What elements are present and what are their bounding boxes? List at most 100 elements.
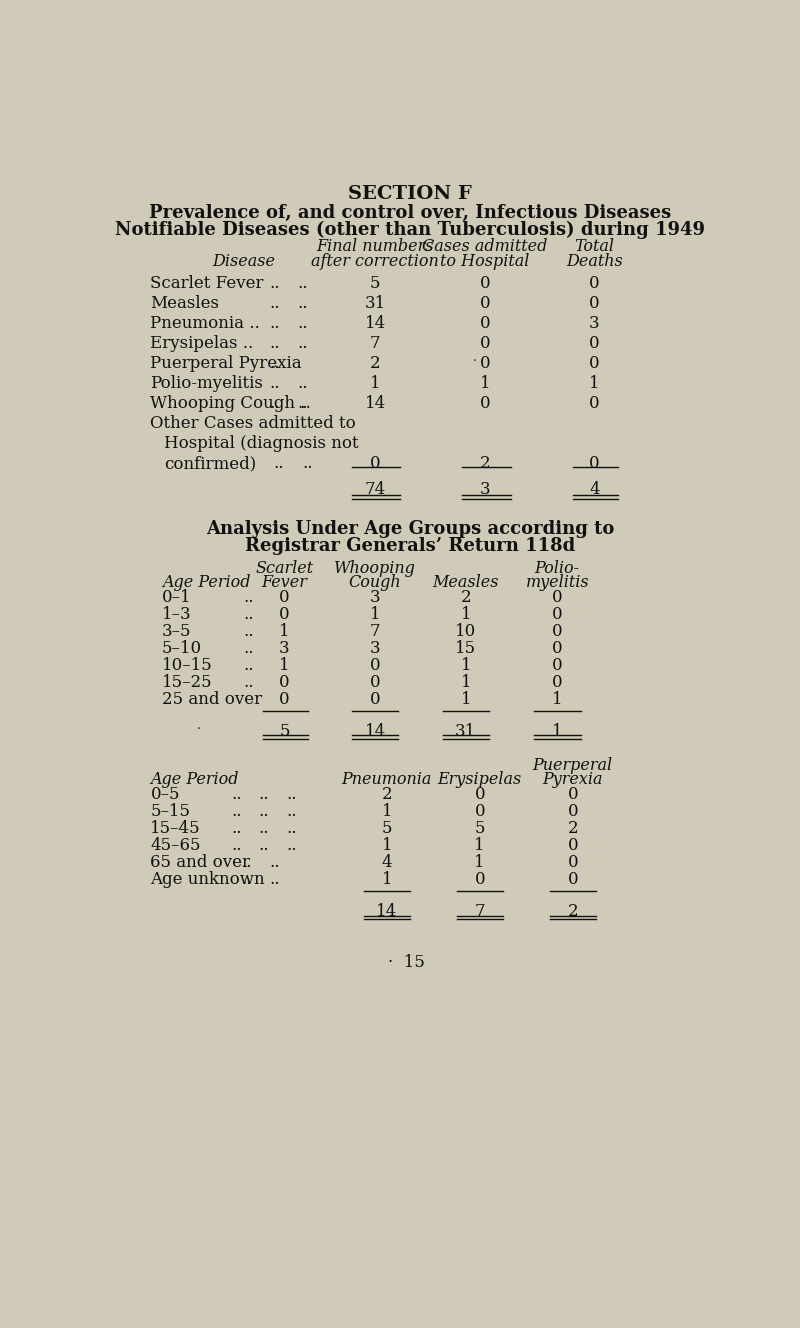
- Text: Scarlet: Scarlet: [255, 560, 314, 576]
- Text: ..: ..: [302, 456, 313, 471]
- Text: 14: 14: [365, 722, 386, 740]
- Text: 0: 0: [370, 456, 381, 471]
- Text: 0: 0: [552, 606, 562, 623]
- Text: 25 and over: 25 and over: [162, 691, 262, 708]
- Text: 1: 1: [382, 871, 392, 888]
- Text: 0–1: 0–1: [162, 590, 192, 606]
- Text: ..: ..: [269, 355, 279, 372]
- Text: ..: ..: [232, 819, 242, 837]
- Text: Prevalence of, and control over, Infectious Diseases: Prevalence of, and control over, Infecti…: [149, 205, 671, 222]
- Text: Notifiable Diseases (other than Tuberculosis) during 1949: Notifiable Diseases (other than Tubercul…: [115, 220, 705, 239]
- Text: 0: 0: [480, 295, 490, 312]
- Text: 14: 14: [376, 903, 398, 920]
- Text: ..: ..: [269, 275, 279, 292]
- Text: 1: 1: [589, 374, 600, 392]
- Text: SECTION F: SECTION F: [348, 185, 472, 203]
- Text: Pneumonia ..: Pneumonia ..: [150, 315, 260, 332]
- Text: ·: ·: [198, 722, 201, 736]
- Text: 0: 0: [552, 590, 562, 606]
- Text: ..: ..: [286, 819, 297, 837]
- Text: 1: 1: [370, 606, 381, 623]
- Text: 3: 3: [279, 640, 290, 657]
- Text: 1–3: 1–3: [162, 606, 192, 623]
- Text: Hospital (diagnosis not: Hospital (diagnosis not: [164, 436, 359, 452]
- Text: 0: 0: [589, 394, 600, 412]
- Text: 7: 7: [370, 623, 381, 640]
- Text: 31: 31: [365, 295, 386, 312]
- Text: ..: ..: [243, 673, 254, 691]
- Text: Fever: Fever: [262, 574, 307, 591]
- Text: 0: 0: [589, 295, 600, 312]
- Text: 5: 5: [370, 275, 380, 292]
- Text: 0: 0: [552, 657, 562, 673]
- Text: 0: 0: [474, 803, 485, 821]
- Text: 1: 1: [474, 837, 485, 854]
- Text: 1: 1: [461, 691, 471, 708]
- Text: 0: 0: [279, 590, 290, 606]
- Text: myelitis: myelitis: [526, 574, 589, 591]
- Text: 0: 0: [370, 691, 381, 708]
- Text: 1: 1: [370, 374, 381, 392]
- Text: 0: 0: [589, 275, 600, 292]
- Text: 0: 0: [480, 335, 490, 352]
- Text: 3: 3: [370, 590, 381, 606]
- Text: 7: 7: [370, 335, 381, 352]
- Text: 0: 0: [279, 673, 290, 691]
- Text: 0: 0: [370, 657, 381, 673]
- Text: 0: 0: [552, 640, 562, 657]
- Text: Pyrexia: Pyrexia: [542, 770, 603, 788]
- Text: Disease: Disease: [212, 254, 275, 271]
- Text: 0: 0: [567, 837, 578, 854]
- Text: ..: ..: [259, 786, 270, 803]
- Text: Measles: Measles: [433, 574, 499, 591]
- Text: 5: 5: [474, 819, 485, 837]
- Text: 3: 3: [589, 315, 600, 332]
- Text: ..: ..: [259, 803, 270, 821]
- Text: 0: 0: [589, 355, 600, 372]
- Text: Erysipelas: Erysipelas: [438, 770, 522, 788]
- Text: Registrar Generals’ Return 118d: Registrar Generals’ Return 118d: [245, 538, 575, 555]
- Text: 31: 31: [455, 722, 477, 740]
- Text: ..: ..: [269, 394, 279, 412]
- Text: 65 and over: 65 and over: [150, 854, 250, 871]
- Text: 2: 2: [567, 819, 578, 837]
- Text: ..: ..: [243, 640, 254, 657]
- Text: 2: 2: [461, 590, 471, 606]
- Text: ..: ..: [243, 623, 254, 640]
- Text: Final numbers: Final numbers: [316, 238, 434, 255]
- Text: ..: ..: [298, 374, 308, 392]
- Text: Other Cases admitted to: Other Cases admitted to: [150, 414, 356, 432]
- Text: 3: 3: [370, 640, 381, 657]
- Text: 45–65: 45–65: [150, 837, 201, 854]
- Text: ..: ..: [286, 837, 297, 854]
- Text: Whooping Cough ..: Whooping Cough ..: [150, 394, 311, 412]
- Text: Scarlet Fever: Scarlet Fever: [150, 275, 264, 292]
- Text: 10–15: 10–15: [162, 657, 213, 673]
- Text: ..: ..: [232, 803, 242, 821]
- Text: confirmed): confirmed): [164, 456, 257, 471]
- Text: 0: 0: [474, 871, 485, 888]
- Text: 5–15: 5–15: [150, 803, 190, 821]
- Text: ..: ..: [243, 590, 254, 606]
- Text: Puerperal: Puerperal: [533, 757, 613, 774]
- Text: 15: 15: [455, 640, 476, 657]
- Text: Puerperal Pyrexia: Puerperal Pyrexia: [150, 355, 302, 372]
- Text: 1: 1: [279, 657, 290, 673]
- Text: Total: Total: [574, 238, 614, 255]
- Text: Polio-myelitis: Polio-myelitis: [150, 374, 263, 392]
- Text: 1: 1: [552, 691, 562, 708]
- Text: ..: ..: [269, 335, 279, 352]
- Text: Age unknown: Age unknown: [150, 871, 265, 888]
- Text: 10: 10: [455, 623, 477, 640]
- Text: 0: 0: [480, 315, 490, 332]
- Text: Pneumonia: Pneumonia: [342, 770, 432, 788]
- Text: ..: ..: [269, 374, 279, 392]
- Text: 0–5: 0–5: [150, 786, 180, 803]
- Text: ..: ..: [269, 854, 279, 871]
- Text: 14: 14: [365, 394, 386, 412]
- Text: Whooping: Whooping: [334, 560, 416, 576]
- Text: ..: ..: [298, 394, 308, 412]
- Text: ..: ..: [259, 837, 270, 854]
- Text: 7: 7: [474, 903, 485, 920]
- Text: 15–25: 15–25: [162, 673, 213, 691]
